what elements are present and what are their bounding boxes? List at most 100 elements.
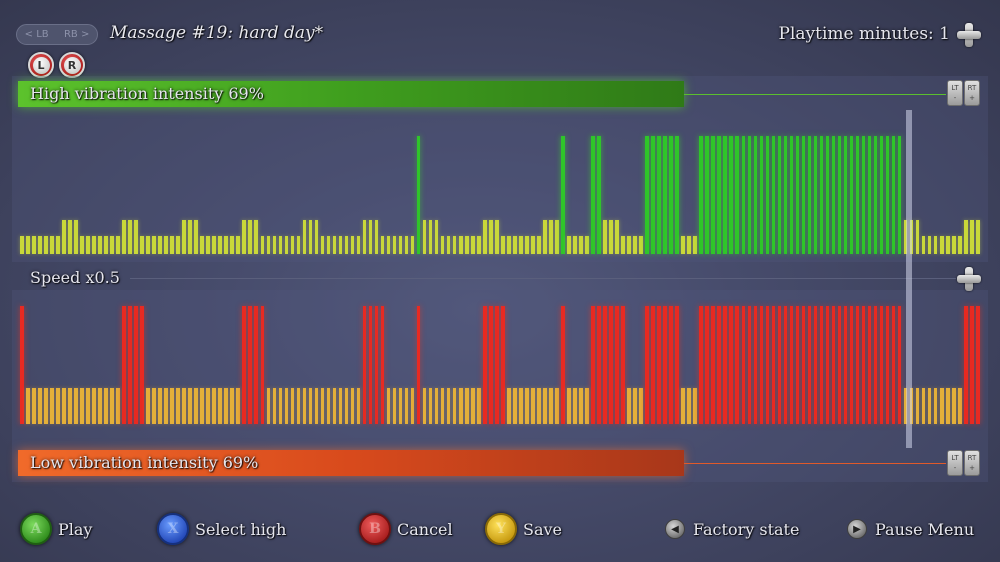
low-pattern-bar [717, 306, 722, 424]
high-pattern-bar [813, 136, 818, 254]
rt-trigger-icon[interactable]: RT + [964, 80, 980, 106]
high-pattern-bar [963, 220, 968, 254]
high-pattern-bar [801, 136, 806, 254]
high-panel [12, 76, 988, 262]
low-pattern-bar [302, 388, 307, 424]
low-pattern-bar [386, 388, 391, 424]
lt-trigger-icon[interactable]: LT - [947, 80, 963, 106]
high-pattern-bar [753, 136, 758, 254]
low-pattern-bar [236, 388, 241, 424]
low-pattern-bar [609, 306, 613, 424]
high-pattern-bar [242, 220, 247, 254]
low-pattern-bar [789, 306, 794, 424]
low-pattern-bar [663, 306, 667, 424]
high-pattern-bar [80, 236, 84, 254]
low-pattern-bar [549, 388, 553, 424]
high-pattern-bar [711, 136, 716, 254]
high-pattern-bar [501, 236, 505, 254]
low-intensity-bar[interactable]: Low vibration intensity 69% [18, 450, 684, 476]
low-pattern-bar [38, 388, 42, 424]
playhead-scrubber[interactable] [906, 110, 912, 448]
low-pattern-bar [104, 388, 108, 424]
low-pattern-track[interactable] [20, 300, 982, 424]
cancel-button[interactable]: B Cancel [359, 512, 453, 546]
low-pattern-bar [320, 388, 325, 424]
high-pattern-bar [837, 136, 842, 254]
high-pattern-bar [723, 136, 728, 254]
high-pattern-bar [206, 236, 210, 254]
low-pattern-bar [687, 388, 691, 424]
low-pattern-bar [494, 306, 499, 424]
high-pattern-bar [579, 236, 583, 254]
select-high-button[interactable]: X Select high [157, 512, 286, 546]
save-label: Save [523, 519, 563, 539]
cancel-label: Cancel [397, 519, 453, 539]
high-pattern-bar [873, 136, 878, 254]
low-pattern-bar [44, 388, 48, 424]
rt-plus: + [969, 94, 975, 102]
high-pattern-bar [230, 236, 235, 254]
low-pattern-bar [428, 388, 433, 424]
low-pattern-bar [975, 306, 980, 424]
play-button[interactable]: A Play [20, 512, 92, 546]
rt-trigger-low-icon[interactable]: RT + [964, 450, 980, 476]
dpad-playtime-icon[interactable] [957, 23, 981, 47]
high-pattern-bar [933, 236, 938, 254]
low-pattern-bar [188, 388, 192, 424]
high-intensity-bar[interactable]: High vibration intensity 69% [18, 81, 684, 107]
high-pattern-bar [585, 236, 589, 254]
high-pattern-bar [915, 220, 920, 254]
high-pattern-bar [843, 136, 848, 254]
low-pattern-bar [573, 388, 577, 424]
low-pattern-bar [555, 388, 559, 424]
low-pattern-bar [831, 306, 836, 424]
low-pattern-bar [446, 388, 451, 424]
high-pattern-bar [212, 236, 216, 254]
high-pattern-bar [897, 136, 902, 254]
dpad-speed-icon[interactable] [957, 267, 981, 291]
high-pattern-bar [663, 136, 667, 254]
high-pattern-bar [158, 236, 162, 254]
high-pattern-bar [92, 236, 96, 254]
high-pattern-bar [146, 236, 150, 254]
high-pattern-bar [56, 236, 60, 254]
high-pattern-bar [729, 136, 734, 254]
low-pattern-bar [771, 306, 776, 424]
high-pattern-bar [561, 136, 565, 254]
high-pattern-bar [494, 220, 499, 254]
high-pattern-bar [332, 236, 337, 254]
low-pattern-bar [146, 388, 150, 424]
r-stick-label: R [63, 56, 81, 74]
r-stick-button[interactable]: R [59, 52, 85, 78]
low-pattern-bar [867, 306, 872, 424]
low-pattern-bar [278, 388, 283, 424]
low-pattern-bar [134, 306, 138, 424]
low-pattern-bar [807, 306, 812, 424]
high-pattern-bar [789, 136, 794, 254]
high-pattern-bar [681, 236, 685, 254]
save-button[interactable]: Y Save [485, 512, 562, 546]
lt-low-label: LT [951, 454, 959, 462]
lt-trigger-low-icon[interactable]: LT - [947, 450, 963, 476]
rb-label: RB > [63, 29, 90, 40]
low-pattern-bar [933, 388, 938, 424]
low-pattern-bar [296, 388, 301, 424]
low-pattern-bar [32, 388, 36, 424]
high-pattern-bar [783, 136, 788, 254]
low-pattern-bar [62, 388, 66, 424]
high-pattern-bar [795, 136, 800, 254]
pause-menu-label: Pause Menu [875, 519, 975, 539]
high-pattern-track[interactable] [20, 110, 982, 254]
low-pattern-bar [783, 306, 788, 424]
high-pattern-bar [903, 220, 908, 254]
high-pattern-bar [693, 236, 697, 254]
high-pattern-bar [591, 136, 595, 254]
low-pattern-bar [410, 388, 415, 424]
low-pattern-bar [68, 388, 72, 424]
low-pattern-bar [615, 306, 619, 424]
factory-state-button[interactable]: ◀ Factory state [665, 512, 799, 546]
pause-menu-button[interactable]: ▶ Pause Menu [847, 512, 974, 546]
low-pattern-bar [711, 306, 716, 424]
bumper-switch[interactable]: < LB RB > [16, 24, 98, 45]
l-stick-button[interactable]: L [28, 52, 54, 78]
